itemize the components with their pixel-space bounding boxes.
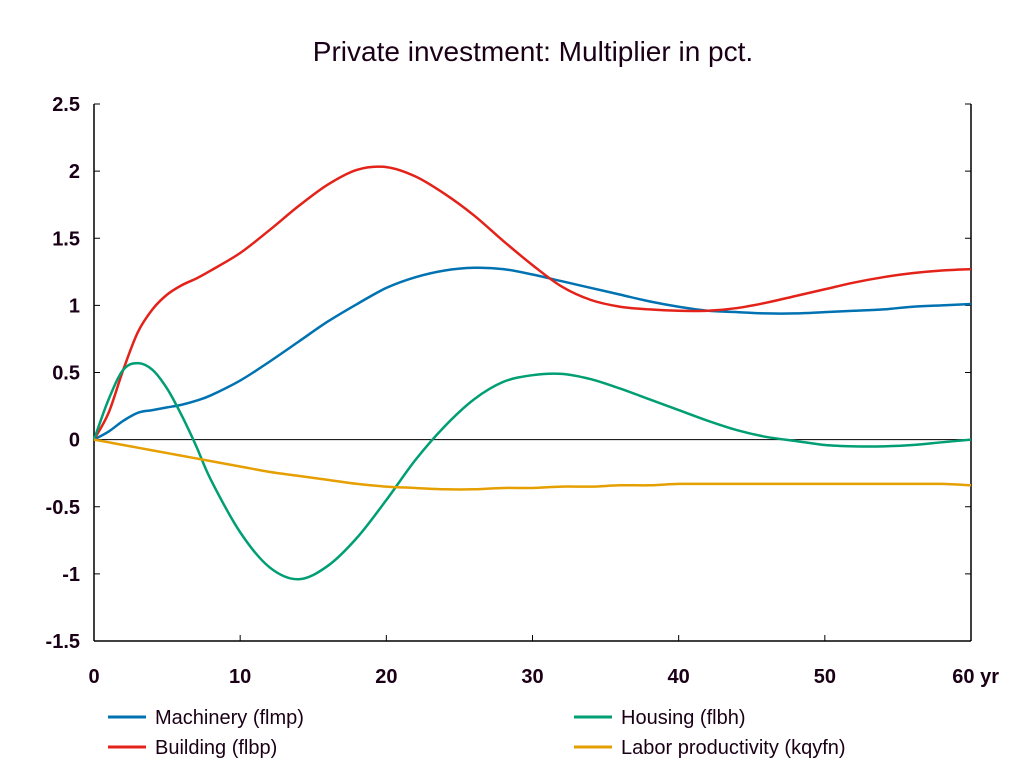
- x-tick-label: 20: [375, 666, 397, 688]
- legend-item: Building (flbp): [108, 737, 277, 759]
- legend-label: Machinery (flmp): [155, 707, 304, 729]
- legend: Machinery (flmp) Housing (flbh) Building (…: [108, 707, 846, 759]
- legend-item: Machinery (flmp): [108, 707, 304, 729]
- series-line-housing-flbh: [92, 361, 972, 581]
- y-tick-label: 1.5: [52, 228, 80, 250]
- legend-item: Housing (flbh): [574, 707, 746, 729]
- series-line-building-flbp: [92, 165, 972, 441]
- x-tick-label: 60 yr: [952, 666, 999, 688]
- x-tick-label: 0: [88, 666, 99, 688]
- y-tick-label: -1.5: [46, 631, 80, 653]
- y-tick-label: -1: [62, 564, 80, 586]
- x-tick-label: 50: [814, 666, 836, 688]
- axes: 2.5 2 1.5 1 0.5 0 -0.5 -1 -1.5 0 10 20 30 40 50 60 yr: [46, 94, 1000, 688]
- y-tick-label: 2.5: [52, 94, 80, 116]
- x-tick-label: 10: [229, 666, 251, 688]
- series-line-labor-productivity-kqyfn: [93, 438, 972, 491]
- y-tick-label: 0.5: [52, 363, 80, 385]
- legend-label: Building (flbp): [155, 737, 277, 759]
- legend-label: Housing (flbh): [621, 707, 746, 729]
- x-tick-label: 40: [668, 666, 690, 688]
- series-line-machinery-flmp: [93, 266, 972, 441]
- y-tick-label: 1: [69, 295, 80, 317]
- legend-item: Labor productivity (kqyfn): [574, 737, 846, 759]
- y-tick-label: 0: [69, 430, 80, 452]
- y-tick-label: -0.5: [46, 497, 80, 519]
- legend-label: Labor productivity (kqyfn): [621, 737, 846, 759]
- x-tick-label: 30: [521, 666, 543, 688]
- y-tick-label: 2: [69, 161, 80, 183]
- chart-title: Private investment: Multiplier in pct.: [313, 36, 753, 67]
- series-group: [92, 165, 972, 581]
